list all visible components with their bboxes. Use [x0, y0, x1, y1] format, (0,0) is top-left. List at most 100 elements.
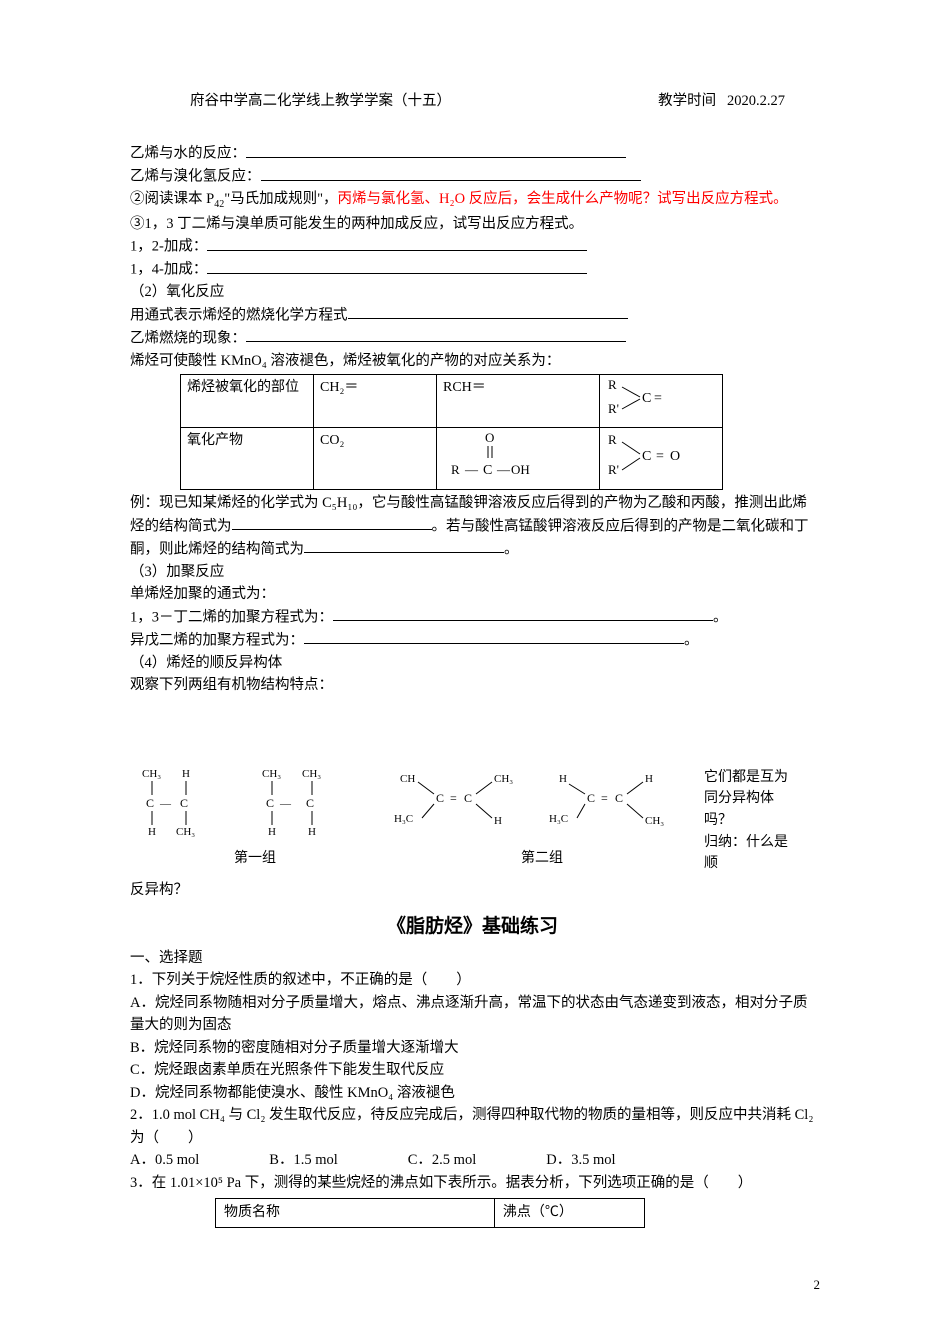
- page-number: 2: [814, 1275, 821, 1295]
- svg-text:C: C: [464, 791, 472, 805]
- svg-text:CH₃: CH₃: [176, 826, 195, 837]
- svg-text:C: C: [642, 449, 651, 464]
- bp-header-bp: 沸点（℃）: [494, 1199, 644, 1228]
- svg-text:C: C: [587, 791, 595, 805]
- group2-structures-icon: CH H₃C C = C CH₃ H H: [392, 767, 692, 837]
- group-2: CH H₃C C = C CH₃ H H: [392, 767, 692, 870]
- q1-opt-d: D．烷烃同系物都能使溴水、酸性 KMnO₄ 溶液褪色: [130, 1082, 815, 1104]
- svg-text:=: =: [601, 791, 608, 805]
- cell: CH₂＝: [314, 375, 437, 428]
- bp-header-name: 物质名称: [216, 1199, 495, 1228]
- q2-opt-a: A．0.5 mol: [130, 1149, 199, 1171]
- line-12-addition: 1，2-加成：: [130, 235, 815, 258]
- header: 府谷中学高二化学线上教学学案（十五） 教学时间 2020.2.27: [130, 90, 815, 112]
- svg-text:CH₃: CH₃: [262, 768, 281, 780]
- group-1: CH₃ H C — C H CH₃ CH₃ CH₃: [130, 767, 380, 870]
- header-right: 教学时间 2020.2.27: [658, 90, 785, 112]
- svg-text:C: C: [146, 796, 154, 810]
- cell-structure: R R' C =: [600, 375, 723, 428]
- q1-opt-c: C．烷烃跟卤素单质在光照条件下能发生取代反应: [130, 1059, 815, 1081]
- svg-text:R': R': [608, 401, 619, 416]
- svg-text:=: =: [450, 791, 457, 805]
- svg-text:C: C: [266, 796, 274, 810]
- svg-text:H₃C: H₃C: [549, 813, 568, 825]
- blank: [232, 515, 432, 531]
- line-ethylene-hbr: 乙烯与溴化氢反应：: [130, 165, 815, 188]
- svg-text:—: —: [464, 462, 479, 477]
- cell-structure: O R — C — OH: [437, 427, 600, 490]
- svg-text:—: —: [159, 798, 172, 810]
- svg-text:H: H: [148, 826, 156, 837]
- cell: 烯烃被氧化的部位: [181, 375, 314, 428]
- blank: [261, 165, 641, 181]
- line-kmno4: 烯烃可使酸性 KMnO₄ 溶液褪色，烯烃被氧化的产物的对应关系为：: [130, 350, 815, 372]
- svg-text:H: H: [308, 826, 316, 837]
- q2: 2．1.0 mol CH₄ 与 Cl₂ 发生取代反应，待反应完成后，测得四种取代…: [130, 1104, 815, 1149]
- line-observe: 观察下列两组有机物结构特点：: [130, 674, 815, 696]
- svg-text:CH: CH: [400, 773, 415, 785]
- svg-text:=: =: [656, 449, 664, 464]
- blank: [207, 258, 587, 274]
- line-isoprene-poly: 异戊二烯的加聚方程式为：。: [130, 629, 815, 652]
- blank: [304, 629, 684, 645]
- q2-options: A．0.5 mol B．1.5 mol C．2.5 mol D．3.5 mol: [130, 1149, 815, 1171]
- rcooh-structure-icon: O R — C — OH: [443, 430, 553, 480]
- q3: 3．在 1.01×10⁵ Pa 下，测得的某些烷烃的沸点如下表所示。据表分析，下…: [130, 1172, 815, 1194]
- line-oxidation-heading: （2）氧化反应: [130, 281, 815, 303]
- svg-text:=: =: [654, 391, 662, 406]
- svg-text:C: C: [306, 796, 314, 810]
- q2-opt-c: C．2.5 mol: [408, 1149, 476, 1171]
- oxidation-table: 烯烃被氧化的部位 CH₂＝ RCH＝ R R' C = 氧化产物 CO₂ O: [180, 374, 723, 490]
- line-butadiene: ③1，3 丁二烯与溴单质可能发生的两种加成反应，试写出反应方程式。: [130, 213, 815, 235]
- svg-text:H: H: [645, 773, 653, 785]
- blank: [333, 606, 713, 622]
- structures-row: CH₃ H C — C H CH₃ CH₃ CH₃: [130, 767, 815, 875]
- group2-label: 第二组: [392, 848, 692, 870]
- blank: [207, 235, 587, 251]
- section-mcq: 一、选择题: [130, 947, 815, 969]
- line-markovnikov: ②阅读课本 P42"马氏加成规则"，丙烯与氯化氢、H₂O 反应后，会生成什么产物…: [130, 188, 815, 212]
- q1: 1．下列关于烷烃性质的叙述中，不正确的是（ ）: [130, 969, 815, 991]
- line-trans-isomer: 反异构？: [130, 879, 815, 901]
- svg-text:R: R: [608, 377, 617, 392]
- svg-text:H₃C: H₃C: [394, 813, 413, 825]
- svg-text:C: C: [483, 463, 492, 478]
- cell: RCH＝: [437, 375, 600, 428]
- q2-opt-d: D．3.5 mol: [546, 1149, 615, 1171]
- svg-text:CH₃: CH₃: [645, 815, 664, 827]
- example-line: 例：现已知某烯烃的化学式为 C₅H₁₀，它与酸性高锰酸钾溶液反应后得到的产物为乙…: [130, 492, 815, 560]
- blank: [348, 304, 628, 320]
- svg-text:CH₃: CH₃: [302, 768, 321, 780]
- svg-text:C: C: [615, 791, 623, 805]
- svg-text:R: R: [451, 462, 460, 477]
- cell-structure: R R' C = O: [600, 427, 723, 490]
- svg-text:O: O: [485, 430, 494, 445]
- blank: [246, 327, 626, 343]
- q1-opt-a: A．烷烃同系物随相对分子质量增大，熔点、沸点逐渐升高，常温下的状态由气态递变到液…: [130, 992, 815, 1037]
- svg-text:C: C: [642, 391, 651, 406]
- svg-text:C: C: [436, 791, 444, 805]
- cell: 氧化产物: [181, 427, 314, 490]
- svg-text:H: H: [494, 815, 502, 827]
- svg-text:H: H: [182, 768, 190, 780]
- side-question: 它们都是互为同分异构体吗？ 归纳：什么是顺: [704, 767, 794, 875]
- practice-title: 《脂肪烃》基础练习: [130, 912, 815, 941]
- line-combustion-eq: 用通式表示烯烃的燃烧化学方程式: [130, 304, 815, 327]
- group1-label: 第一组: [130, 848, 380, 870]
- line-mono-poly: 单烯烃加聚的通式为：: [130, 583, 815, 605]
- svg-text:CH₃: CH₃: [494, 773, 513, 785]
- svg-text:R': R': [608, 462, 619, 477]
- line-polymerization-heading: （3）加聚反应: [130, 561, 815, 583]
- line-cis-trans-heading: （4）烯烃的顺反异构体: [130, 652, 815, 674]
- group1-structures-icon: CH₃ H C — C H CH₃ CH₃ CH₃: [130, 767, 380, 837]
- line-ethylene-water: 乙烯与水的反应：: [130, 142, 815, 165]
- header-left: 府谷中学高二化学线上教学学案（十五）: [190, 90, 451, 112]
- svg-text:CH₃: CH₃: [142, 768, 161, 780]
- blank: [304, 538, 504, 554]
- svg-text:C: C: [180, 796, 188, 810]
- blank: [246, 142, 626, 158]
- cell: CO₂: [314, 427, 437, 490]
- svg-text:H: H: [559, 773, 567, 785]
- svg-text:—: —: [279, 798, 292, 810]
- svg-text:O: O: [670, 449, 680, 464]
